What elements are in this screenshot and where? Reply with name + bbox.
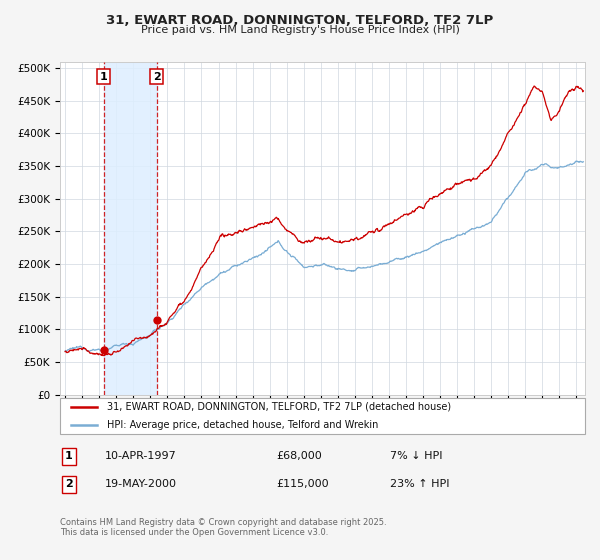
Text: 2: 2: [153, 72, 161, 82]
Bar: [104, 62, 157, 395]
FancyBboxPatch shape: [60, 398, 585, 434]
Text: 1: 1: [65, 451, 73, 461]
Text: 7% ↓ HPI: 7% ↓ HPI: [390, 451, 443, 461]
Text: £115,000: £115,000: [276, 479, 329, 489]
Text: 19-MAY-2000: 19-MAY-2000: [105, 479, 177, 489]
Text: £68,000: £68,000: [276, 451, 322, 461]
Text: 2: 2: [65, 479, 73, 489]
Text: 1: 1: [100, 72, 107, 82]
Text: HPI: Average price, detached house, Telford and Wrekin: HPI: Average price, detached house, Telf…: [107, 420, 379, 430]
Text: 10-APR-1997: 10-APR-1997: [105, 451, 177, 461]
Text: Price paid vs. HM Land Registry's House Price Index (HPI): Price paid vs. HM Land Registry's House …: [140, 25, 460, 35]
Text: 23% ↑ HPI: 23% ↑ HPI: [390, 479, 449, 489]
Text: 31, EWART ROAD, DONNINGTON, TELFORD, TF2 7LP (detached house): 31, EWART ROAD, DONNINGTON, TELFORD, TF2…: [107, 402, 451, 412]
Text: Contains HM Land Registry data © Crown copyright and database right 2025.
This d: Contains HM Land Registry data © Crown c…: [60, 518, 386, 538]
Text: 31, EWART ROAD, DONNINGTON, TELFORD, TF2 7LP: 31, EWART ROAD, DONNINGTON, TELFORD, TF2…: [106, 14, 494, 27]
